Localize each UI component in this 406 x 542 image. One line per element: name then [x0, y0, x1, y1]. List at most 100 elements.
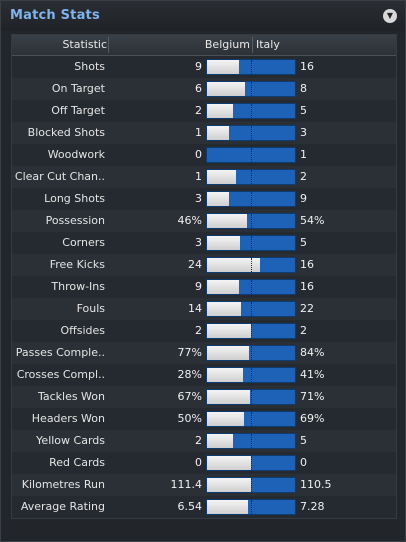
table-row: Red Cards 0 0: [12, 452, 396, 474]
midline: [251, 478, 252, 492]
home-share-fill: [207, 236, 240, 250]
home-share-fill: [207, 82, 245, 96]
home-value: 67%: [177, 390, 202, 403]
midline: [251, 236, 252, 250]
away-value: 1: [300, 148, 307, 161]
header-away-team[interactable]: Italy: [256, 38, 280, 51]
away-value: 5: [300, 236, 307, 249]
home-value: 77%: [177, 346, 202, 359]
comparison-bar: [206, 257, 296, 273]
midline: [251, 258, 252, 272]
away-value: 16: [300, 60, 314, 73]
home-value: 0: [195, 148, 202, 161]
stat-label: Off Target: [51, 104, 105, 117]
comparison-bar: [206, 455, 296, 471]
midline: [251, 148, 252, 162]
midline: [251, 214, 252, 228]
home-value: 14: [188, 302, 202, 315]
midline: [251, 390, 252, 404]
stat-label: Red Cards: [49, 456, 105, 469]
away-value: 5: [300, 434, 307, 447]
midline: [251, 192, 252, 206]
comparison-bar: [206, 191, 296, 207]
comparison-bar: [206, 235, 296, 251]
table-row: Free Kicks 24 16: [12, 254, 396, 276]
home-share-fill: [207, 324, 251, 338]
comparison-bar: [206, 301, 296, 317]
home-value: 111.4: [170, 478, 203, 491]
stat-label: Fouls: [76, 302, 105, 315]
stat-label: Possession: [45, 214, 105, 227]
stat-label: On Target: [51, 82, 105, 95]
stat-label: Long Shots: [44, 192, 105, 205]
midline: [251, 412, 252, 426]
stat-label: Yellow Cards: [36, 434, 105, 447]
header-home-team[interactable]: Belgium: [204, 38, 250, 51]
table-row: Throw-Ins 9 16: [12, 276, 396, 298]
home-share-fill: [207, 104, 233, 118]
table-row: Long Shots 3 9: [12, 188, 396, 210]
home-share-fill: [207, 456, 251, 470]
midline: [251, 280, 252, 294]
home-value: 50%: [177, 412, 202, 425]
home-value: 2: [195, 324, 202, 337]
stat-label: Corners: [62, 236, 105, 249]
comparison-bar: [206, 213, 296, 229]
home-value: 1: [195, 126, 202, 139]
stat-label: Passes Comple..: [15, 346, 105, 359]
stat-label: Free Kicks: [49, 258, 105, 271]
away-value: 69%: [300, 412, 325, 425]
away-value: 16: [300, 258, 314, 271]
table-row: Possession 46% 54%: [12, 210, 396, 232]
comparison-bar: [206, 59, 296, 75]
midline: [251, 346, 252, 360]
table-row: Off Target 2 5: [12, 100, 396, 122]
away-value: 71%: [300, 390, 325, 403]
stat-label: Average Rating: [20, 500, 105, 513]
away-value: 9: [300, 192, 307, 205]
home-share-fill: [207, 258, 260, 272]
chevron-down-icon[interactable]: ▼: [383, 9, 397, 23]
away-value: 41%: [300, 368, 325, 381]
table-row: Average Rating 6.54 7.28: [12, 496, 396, 518]
comparison-bar: [206, 433, 296, 449]
comparison-bar: [206, 367, 296, 383]
away-value: 2: [300, 324, 307, 337]
home-value: 9: [195, 280, 202, 293]
panel-title: Match Stats: [10, 8, 100, 23]
header-divider: [252, 37, 253, 53]
stat-label: Throw-Ins: [51, 280, 105, 293]
comparison-bar: [206, 81, 296, 97]
table-row: Shots 9 16: [12, 56, 396, 78]
midline: [251, 126, 252, 140]
table-row: Headers Won 50% 69%: [12, 408, 396, 430]
away-value: 8: [300, 82, 307, 95]
home-share-fill: [207, 478, 251, 492]
home-value: 3: [195, 192, 202, 205]
away-value: 0: [300, 456, 307, 469]
table-row: Clear Cut Chan.. 1 2: [12, 166, 396, 188]
comparison-bar: [206, 411, 296, 427]
midline: [251, 368, 252, 382]
comparison-bar: [206, 389, 296, 405]
home-value: 28%: [177, 368, 202, 381]
table-row: Offsides 2 2: [12, 320, 396, 342]
table-row: Blocked Shots 1 3: [12, 122, 396, 144]
comparison-bar: [206, 345, 296, 361]
table-row: Kilometres Run 111.4 110.5: [12, 474, 396, 496]
stat-label: Woodwork: [47, 148, 105, 161]
midline: [251, 302, 252, 316]
home-share-fill: [207, 170, 236, 184]
away-value: 22: [300, 302, 314, 315]
table-row: Fouls 14 22: [12, 298, 396, 320]
home-share-fill: [207, 60, 239, 74]
stat-label: Crosses Compl..: [16, 368, 105, 381]
home-share-fill: [207, 434, 233, 448]
comparison-bar: [206, 103, 296, 119]
home-share-fill: [207, 192, 229, 206]
midline: [251, 324, 252, 338]
comparison-bar: [206, 477, 296, 493]
table-row: Corners 3 5: [12, 232, 396, 254]
header-statistic[interactable]: Statistic: [62, 38, 107, 51]
stat-label: Clear Cut Chan..: [14, 170, 105, 183]
